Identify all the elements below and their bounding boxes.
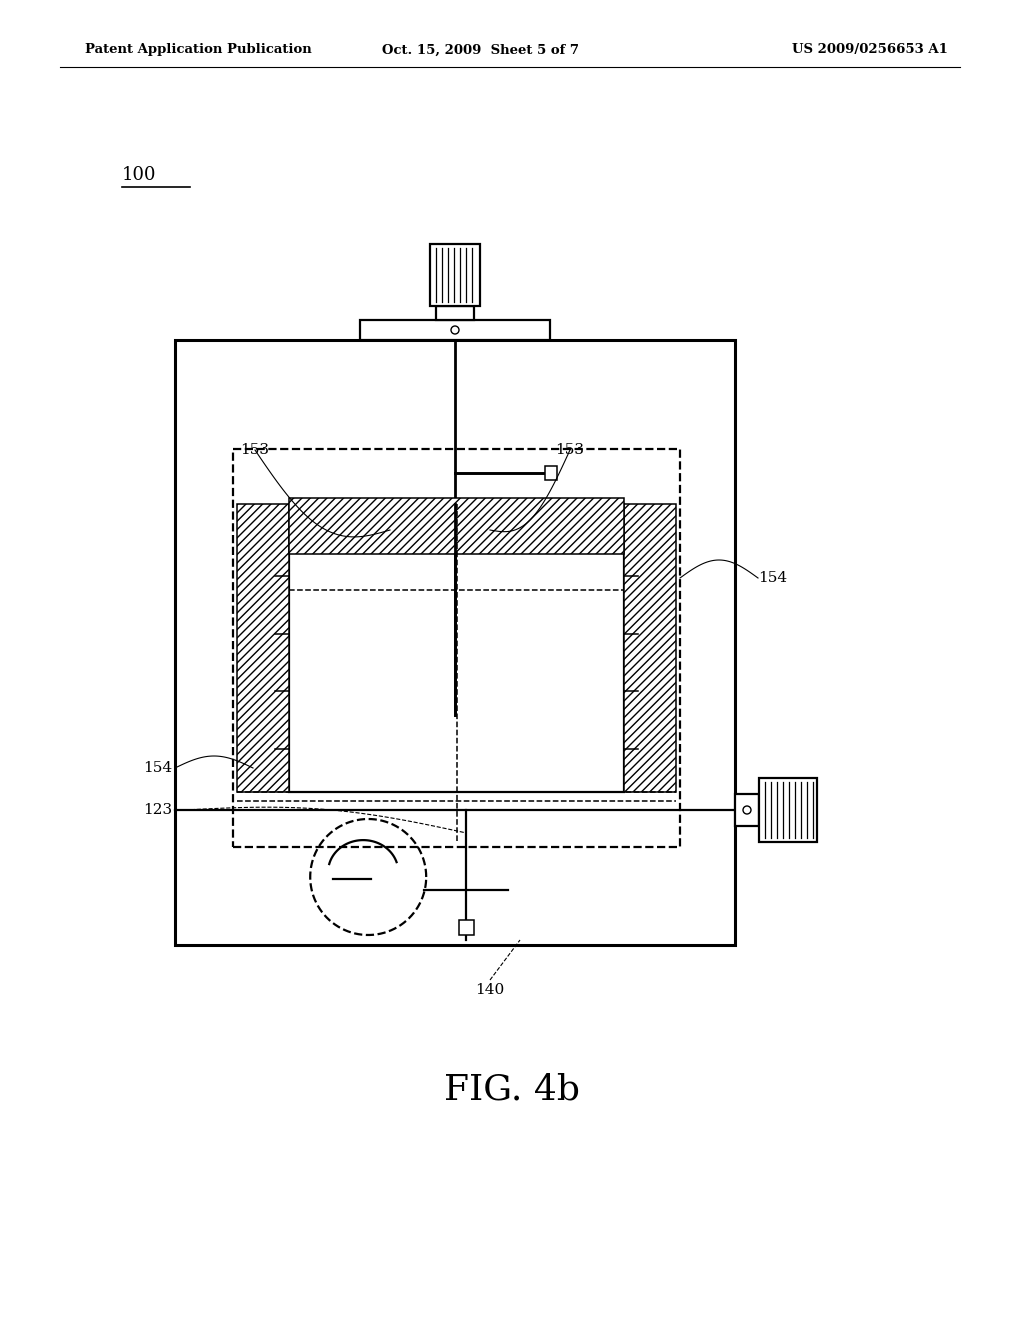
Bar — [459, 920, 474, 935]
Circle shape — [451, 326, 459, 334]
Text: 100: 100 — [122, 166, 157, 183]
Text: Patent Application Publication: Patent Application Publication — [85, 44, 311, 57]
Bar — [735, 795, 759, 826]
Bar — [759, 777, 817, 842]
Circle shape — [743, 807, 751, 814]
Text: 153: 153 — [555, 444, 585, 457]
Text: FIG. 4b: FIG. 4b — [444, 1073, 580, 1107]
Text: 154: 154 — [758, 572, 787, 585]
Bar — [436, 306, 474, 319]
Text: Oct. 15, 2009  Sheet 5 of 7: Oct. 15, 2009 Sheet 5 of 7 — [382, 44, 579, 57]
Bar — [360, 319, 550, 341]
Text: 154: 154 — [143, 762, 172, 775]
Text: 140: 140 — [475, 983, 505, 997]
Bar — [175, 341, 735, 945]
Bar — [289, 498, 624, 554]
Bar — [237, 504, 289, 792]
Text: 123: 123 — [143, 803, 172, 817]
Bar — [545, 466, 557, 480]
Bar — [289, 504, 624, 792]
Text: US 2009/0256653 A1: US 2009/0256653 A1 — [792, 44, 948, 57]
Bar — [430, 244, 480, 306]
Bar — [624, 504, 676, 792]
Text: 153: 153 — [241, 444, 269, 457]
Bar — [233, 449, 680, 847]
